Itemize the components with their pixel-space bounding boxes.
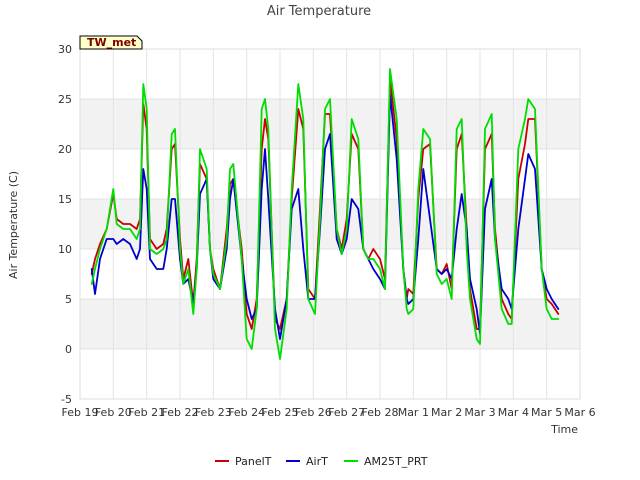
plot-frame [79, 48, 581, 400]
legend-label: PanelT [235, 455, 272, 468]
legend: PanelT AirT AM25T_PRT [215, 455, 428, 468]
x-tick-label: Mar 3 [464, 406, 495, 419]
series-line-am25t-prt [90, 68, 560, 360]
x-tick-label: Feb 22 [162, 406, 199, 419]
x-tick-label: Feb 26 [295, 406, 332, 419]
y-tick-label: 0 [65, 343, 72, 356]
plot-band [80, 299, 580, 349]
y-tick-label: 10 [58, 243, 72, 256]
y-tick-label: 25 [58, 93, 72, 106]
x-tick-label: Feb 20 [95, 406, 132, 419]
x-tick-label: Feb 28 [362, 406, 399, 419]
x-tick-label: Feb 19 [62, 406, 99, 419]
y-axis-label: Air Temperature (C) [7, 171, 20, 279]
series-lines [90, 68, 560, 360]
plot-band [80, 149, 580, 199]
plot-band [80, 199, 580, 249]
plot-band [80, 349, 580, 399]
x-tick-label: Mar 4 [498, 406, 529, 419]
chart-title: Air Temperature [267, 4, 371, 19]
y-tick-label: 20 [58, 143, 72, 156]
x-tick-label: Feb 23 [195, 406, 232, 419]
y-tick-label: 15 [58, 193, 72, 206]
station-badge-label: TW_met [87, 36, 136, 49]
x-tick-label: Mar 1 [398, 406, 429, 419]
plot-band [80, 49, 580, 99]
y-tick-label: 30 [58, 43, 72, 56]
x-tick-label: Feb 25 [262, 406, 299, 419]
x-tick-label: Mar 5 [531, 406, 562, 419]
legend-label: AM25T_PRT [364, 455, 428, 468]
x-tick-label: Mar 2 [431, 406, 462, 419]
x-tick-label: Feb 24 [228, 406, 265, 419]
station-badge: TW_met [79, 35, 143, 50]
y-axis-ticks: -5 0 5 10 15 20 25 30 [58, 43, 72, 406]
x-tick-label: Feb 27 [328, 406, 365, 419]
plot-band [80, 249, 580, 299]
x-axis-label: Time [550, 423, 578, 436]
x-tick-label: Feb 21 [128, 406, 165, 419]
gridlines [79, 48, 581, 400]
legend-label: AirT [306, 455, 328, 468]
y-tick-label: -5 [61, 393, 72, 406]
x-tick-label: Mar 6 [564, 406, 595, 419]
y-tick-label: 5 [65, 293, 72, 306]
